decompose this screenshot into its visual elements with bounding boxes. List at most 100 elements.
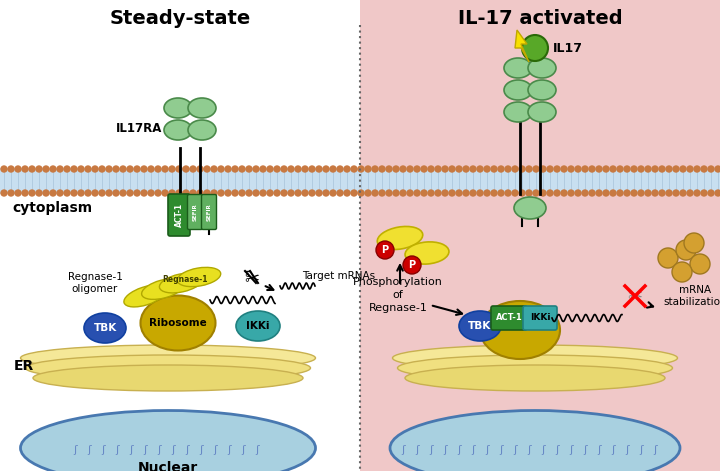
Ellipse shape [528, 80, 556, 100]
Circle shape [386, 166, 392, 172]
Circle shape [540, 166, 546, 172]
FancyBboxPatch shape [523, 306, 557, 330]
Text: Regnase-1
oligomer: Regnase-1 oligomer [68, 272, 122, 294]
Circle shape [701, 166, 707, 172]
Circle shape [225, 166, 231, 172]
Circle shape [78, 190, 84, 196]
Circle shape [337, 166, 343, 172]
Ellipse shape [390, 411, 680, 471]
Circle shape [547, 190, 553, 196]
Circle shape [715, 166, 720, 172]
Circle shape [638, 190, 644, 196]
Ellipse shape [528, 102, 556, 122]
Circle shape [120, 166, 126, 172]
Circle shape [694, 166, 700, 172]
Circle shape [176, 190, 182, 196]
Circle shape [470, 190, 476, 196]
Text: ʃ: ʃ [73, 445, 77, 455]
Circle shape [659, 190, 665, 196]
Circle shape [526, 190, 532, 196]
Circle shape [442, 190, 448, 196]
Circle shape [365, 190, 371, 196]
Circle shape [684, 233, 704, 253]
Text: ACT-1: ACT-1 [495, 314, 523, 323]
Circle shape [526, 166, 532, 172]
Circle shape [50, 190, 56, 196]
Text: ACT-1: ACT-1 [174, 203, 184, 227]
Circle shape [652, 190, 658, 196]
Text: ʃ: ʃ [255, 445, 259, 455]
Circle shape [672, 262, 692, 282]
Circle shape [372, 190, 378, 196]
Text: ʃ: ʃ [597, 445, 601, 455]
Text: Phosphorylation
of
Regnase-1: Phosphorylation of Regnase-1 [353, 277, 443, 313]
Circle shape [484, 190, 490, 196]
Text: ʃ: ʃ [485, 445, 489, 455]
Ellipse shape [33, 365, 303, 391]
Circle shape [22, 190, 28, 196]
Circle shape [302, 166, 308, 172]
Circle shape [470, 166, 476, 172]
Circle shape [316, 190, 322, 196]
Circle shape [428, 190, 434, 196]
Circle shape [596, 190, 602, 196]
Circle shape [645, 166, 651, 172]
Circle shape [8, 190, 14, 196]
Text: ✂: ✂ [627, 287, 642, 305]
Text: ʃ: ʃ [213, 445, 217, 455]
Circle shape [57, 190, 63, 196]
Circle shape [690, 254, 710, 274]
Circle shape [522, 35, 548, 61]
Text: ʃ: ʃ [555, 445, 559, 455]
Circle shape [15, 166, 21, 172]
Circle shape [218, 166, 224, 172]
Text: ✂: ✂ [244, 270, 260, 288]
Circle shape [148, 190, 154, 196]
Circle shape [246, 166, 252, 172]
Circle shape [190, 166, 196, 172]
Circle shape [8, 166, 14, 172]
Circle shape [519, 166, 525, 172]
Text: ʃ: ʃ [499, 445, 503, 455]
Text: IKKi: IKKi [246, 321, 270, 331]
Circle shape [673, 166, 679, 172]
Circle shape [155, 190, 161, 196]
Ellipse shape [459, 311, 501, 341]
Text: ʃ: ʃ [443, 445, 447, 455]
Text: ʃ: ʃ [115, 445, 119, 455]
Ellipse shape [124, 285, 166, 307]
Circle shape [134, 190, 140, 196]
Ellipse shape [514, 197, 546, 219]
Text: ʃ: ʃ [199, 445, 203, 455]
Circle shape [211, 166, 217, 172]
Circle shape [99, 166, 105, 172]
Circle shape [267, 190, 273, 196]
Text: ER: ER [14, 359, 35, 373]
Circle shape [477, 166, 483, 172]
Ellipse shape [164, 98, 192, 118]
Text: SEFIR: SEFIR [192, 203, 197, 221]
Circle shape [400, 166, 406, 172]
Circle shape [589, 166, 595, 172]
Circle shape [204, 166, 210, 172]
Circle shape [540, 190, 546, 196]
Circle shape [295, 190, 301, 196]
Circle shape [449, 166, 455, 172]
Circle shape [99, 190, 105, 196]
Text: ʃ: ʃ [569, 445, 573, 455]
Circle shape [92, 190, 98, 196]
Circle shape [36, 190, 42, 196]
Circle shape [547, 166, 553, 172]
Circle shape [141, 166, 147, 172]
Circle shape [617, 190, 623, 196]
Circle shape [267, 166, 273, 172]
Circle shape [498, 166, 504, 172]
Circle shape [456, 190, 462, 196]
Circle shape [491, 190, 497, 196]
Circle shape [43, 166, 49, 172]
Text: ʃ: ʃ [143, 445, 147, 455]
Ellipse shape [188, 98, 216, 118]
Circle shape [463, 166, 469, 172]
Ellipse shape [528, 58, 556, 78]
Circle shape [316, 166, 322, 172]
